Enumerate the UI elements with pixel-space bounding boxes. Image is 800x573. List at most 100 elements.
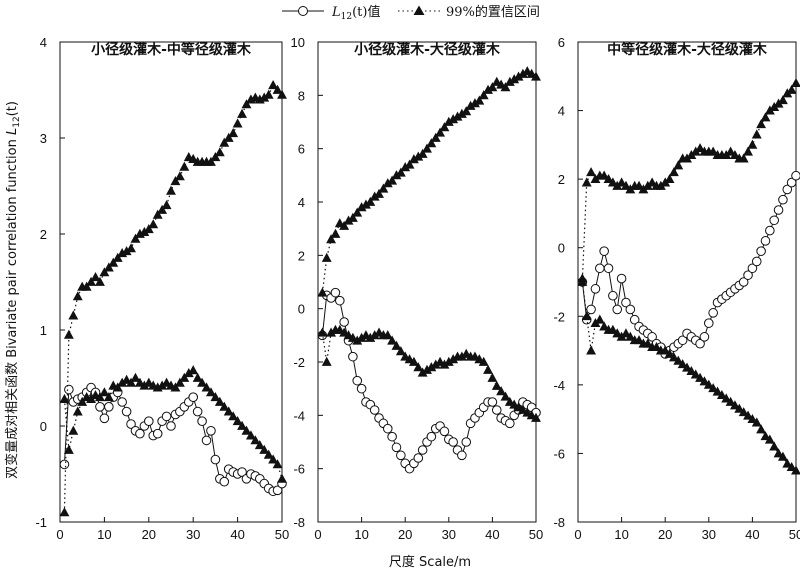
ci-point: [263, 89, 274, 99]
ci-point: [356, 332, 367, 342]
ci-point: [599, 321, 610, 331]
observed-point: [769, 215, 780, 226]
ci-point: [500, 391, 511, 401]
ci-point: [426, 362, 437, 372]
ci-point: [764, 434, 775, 444]
ci-point: [219, 401, 230, 411]
ci-point: [677, 359, 688, 369]
ci-point: [237, 420, 247, 430]
ci-point: [448, 354, 459, 364]
ci-point: [682, 362, 692, 372]
ci-point: [121, 246, 132, 256]
ci-point: [157, 380, 168, 390]
x-tick-label: 30: [442, 527, 456, 542]
x-tick-label: 50: [789, 527, 800, 542]
observed-point: [625, 304, 636, 315]
ci-point: [387, 175, 398, 185]
observed-point: [457, 450, 467, 461]
ci-point: [192, 372, 203, 382]
observed-point: [487, 397, 498, 407]
ci-point: [791, 77, 800, 88]
ci-point: [625, 331, 636, 341]
ci-point: [237, 108, 247, 118]
ci-point: [590, 173, 601, 184]
ci-point: [443, 356, 454, 366]
x-tick-label: 50: [275, 527, 289, 542]
ci-point: [769, 441, 780, 451]
ci-point: [413, 362, 424, 372]
ci-point: [443, 116, 454, 126]
observed-point: [751, 256, 762, 267]
ci-point: [422, 364, 432, 374]
ci-point: [660, 345, 671, 355]
y-tick-label: 0: [558, 241, 565, 256]
ci-point: [747, 139, 758, 149]
ci-point: [112, 252, 123, 262]
ci-point: [352, 207, 363, 217]
ci-point: [747, 413, 758, 424]
ci-point: [382, 178, 393, 188]
observed-point: [704, 318, 714, 328]
ci-point: [400, 162, 411, 172]
ci-point: [408, 154, 419, 164]
ci-point: [452, 111, 463, 121]
ci-point: [786, 461, 797, 472]
ci-point: [456, 108, 467, 118]
ci-point: [143, 224, 154, 234]
ci-point: [612, 180, 623, 190]
ci-point: [117, 377, 128, 387]
ci-point: [391, 170, 402, 180]
observed-point: [791, 170, 800, 181]
ci-point: [581, 177, 592, 187]
ci-point: [395, 346, 406, 356]
ci-point: [660, 177, 671, 187]
ci-point: [263, 449, 274, 459]
observed-point: [756, 246, 766, 256]
ci-point: [232, 416, 243, 426]
y-tick-label: -6: [553, 446, 565, 461]
ci-point: [103, 392, 114, 402]
legend-ci-label: 99%的置信区间: [446, 4, 540, 20]
ci-point: [708, 146, 719, 156]
ci-point: [356, 202, 367, 212]
ci-line: [321, 70, 537, 293]
ci-point: [634, 180, 644, 190]
ci-point: [152, 209, 163, 219]
ci-point: [773, 448, 784, 458]
ci-point: [531, 412, 541, 422]
x-tick-label: 20: [142, 527, 156, 542]
observed-point: [59, 459, 70, 470]
observed-point: [786, 177, 797, 188]
observed-point: [152, 428, 163, 439]
y-tick-label: -8: [293, 515, 305, 530]
ci-point: [769, 101, 780, 112]
observed-point: [330, 287, 341, 298]
ci-point: [603, 173, 614, 184]
ci-point: [170, 176, 181, 186]
y-tick-label: 10: [291, 35, 305, 50]
ci-point: [174, 377, 185, 387]
ci-line: [63, 84, 283, 513]
ci-point: [391, 340, 402, 350]
ci-point: [509, 74, 520, 84]
ci-point: [625, 184, 636, 194]
ci-point: [245, 430, 256, 440]
observed-point: [782, 184, 793, 195]
ci-point: [612, 328, 623, 338]
ci-point: [760, 112, 771, 122]
observed-point: [99, 413, 110, 424]
ci-point: [68, 425, 79, 435]
ci-point: [782, 458, 793, 468]
ci-point: [616, 177, 627, 187]
ci-point: [250, 435, 261, 445]
ci-point: [734, 403, 745, 413]
ci-point: [277, 473, 287, 483]
observed-point: [413, 453, 424, 463]
ci-point: [668, 167, 679, 177]
ci-point: [347, 212, 358, 222]
observed-point: [126, 419, 136, 429]
ci-point: [708, 383, 719, 393]
ci-point: [228, 128, 239, 138]
ci-point: [725, 396, 736, 406]
ci-point: [99, 387, 110, 397]
